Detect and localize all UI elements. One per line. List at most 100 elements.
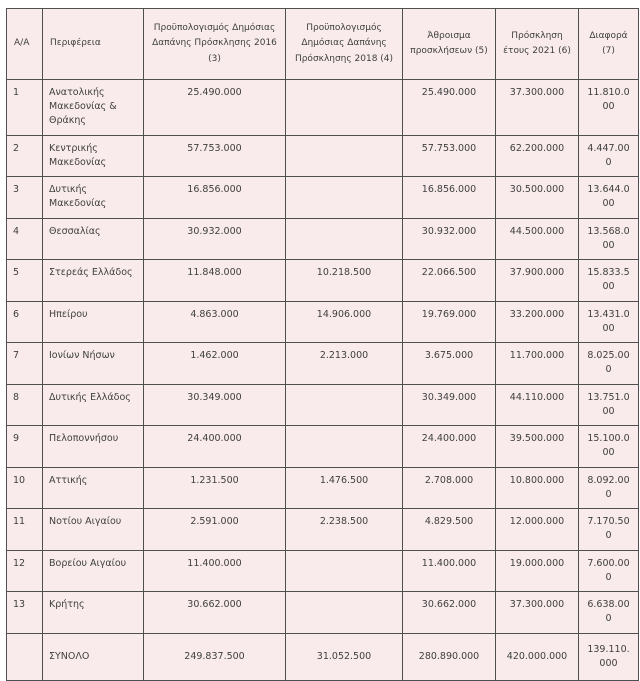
amount-cell: 24.400.000	[402, 425, 496, 468]
amount-cell: 15.833.500	[578, 259, 639, 302]
amount-cell: 10.218.500	[285, 259, 403, 302]
total-amount-cell: 280.890.000	[402, 632, 496, 681]
amount-cell	[285, 425, 403, 468]
amount-cell: 13.644.000	[578, 176, 639, 219]
amount-cell	[285, 591, 403, 634]
amount-cell	[285, 134, 403, 178]
table-row: 3 Δυτικής Μακεδονίας 16.856.000 16.856.000 3…	[6, 176, 639, 219]
amount-cell: 11.400.000	[143, 549, 286, 593]
amount-cell: 14.906.000	[285, 300, 403, 344]
table-row: 9 Πελοποννήσου 24.400.000 24.400.000 39.500.…	[6, 425, 639, 468]
amount-cell: 39.500.000	[495, 425, 579, 468]
row-index-cell: 4	[6, 217, 43, 261]
table-row: 5 Στερεάς Ελλάδος 11.848.000 10.218.500 22.0…	[6, 259, 639, 302]
table-row: 6 Ηπείρου 4.863.000 14.906.000 19.769.000 33.…	[6, 300, 639, 344]
amount-cell: 1.476.500	[285, 466, 403, 510]
amount-cell: 1.462.000	[143, 342, 286, 385]
row-index-cell: 8	[6, 383, 43, 427]
row-index-cell: 12	[6, 549, 43, 593]
region-cell: Αττικής	[42, 466, 144, 510]
amount-cell: 7.170.500	[578, 508, 639, 551]
amount-cell: 30.500.000	[495, 176, 579, 219]
region-cell: Ανατολικής Μακεδονίας & Θράκης	[42, 78, 144, 136]
amount-cell: 13.568.000	[578, 217, 639, 261]
amount-cell: 16.856.000	[143, 176, 286, 219]
region-cell: Στερεάς Ελλάδος	[42, 259, 144, 302]
amount-cell: 30.662.000	[402, 591, 496, 634]
region-cell: Πελοποννήσου	[42, 425, 144, 468]
table-body: 1 Ανατολικής Μακεδονίας & Θράκης 25.490.00…	[6, 78, 639, 634]
amount-cell: 2.591.000	[143, 508, 286, 551]
row-index-cell: 1	[6, 78, 43, 136]
row-index-cell: 5	[6, 259, 43, 302]
amount-cell: 44.500.000	[495, 217, 579, 261]
amount-cell: 37.900.000	[495, 259, 579, 302]
amount-cell: 19.000.000	[495, 549, 579, 593]
table-row: 13 Κρήτης 30.662.000 30.662.000 37.300.000 6.…	[6, 591, 639, 634]
amount-cell: 19.769.000	[402, 300, 496, 344]
amount-cell	[285, 78, 403, 136]
row-index-cell: 3	[6, 176, 43, 219]
amount-cell: 8.092.000	[578, 466, 639, 510]
column-header: Περιφέρεια	[42, 8, 144, 80]
table-row: 11 Νοτίου Αιγαίου 2.591.000 2.238.500 4.829.…	[6, 508, 639, 551]
amount-cell: 1.231.500	[143, 466, 286, 510]
amount-cell	[285, 176, 403, 219]
total-amount-cell: 420.000.000	[495, 632, 579, 681]
amount-cell: 44.110.000	[495, 383, 579, 427]
amount-cell: 37.300.000	[495, 591, 579, 634]
row-index-cell: 11	[6, 508, 43, 551]
amount-cell: 6.638.000	[578, 591, 639, 634]
table-row: 7 Ιονίων Νήσων 1.462.000 2.213.000 3.675.000…	[6, 342, 639, 385]
amount-cell: 62.200.000	[495, 134, 579, 178]
row-index-cell: 13	[6, 591, 43, 634]
amount-cell: 4.447.000	[578, 134, 639, 178]
amount-cell: 57.753.000	[143, 134, 286, 178]
amount-cell: 2.213.000	[285, 342, 403, 385]
column-header: Προϋπολογισμός Δημόσιας Δαπάνης Πρόσκλησ…	[143, 8, 286, 80]
column-header: Προϋπολογισμός Δημόσιας Δαπάνης Πρόσκλησ…	[285, 8, 403, 80]
row-index-cell: 9	[6, 425, 43, 468]
region-cell: Κρήτης	[42, 591, 144, 634]
amount-cell	[285, 549, 403, 593]
region-cell: Θεσσαλίας	[42, 217, 144, 261]
amount-cell: 10.800.000	[495, 466, 579, 510]
amount-cell: 37.300.000	[495, 78, 579, 136]
table-row: 10 Αττικής 1.231.500 1.476.500 2.708.000 10.8…	[6, 466, 639, 510]
total-amount-cell: 249.837.500	[143, 632, 286, 681]
amount-cell: 4.829.500	[402, 508, 496, 551]
amount-cell: 15.100.000	[578, 425, 639, 468]
region-cell: Βορείου Αιγαίου	[42, 549, 144, 593]
budget-table: Α/Α Περιφέρεια Προϋπολογισμός Δημόσιας Δαπ…	[6, 8, 639, 681]
region-cell: Δυτικής Ελλάδος	[42, 383, 144, 427]
region-cell: Ηπείρου	[42, 300, 144, 344]
amount-cell: 11.700.000	[495, 342, 579, 385]
amount-cell: 24.400.000	[143, 425, 286, 468]
amount-cell: 3.675.000	[402, 342, 496, 385]
page: { "colors": { "page_background": "#fffff…	[6, 8, 639, 681]
amount-cell: 16.856.000	[402, 176, 496, 219]
header-row: Α/Α Περιφέρεια Προϋπολογισμός Δημόσιας Δαπ…	[6, 8, 639, 80]
amount-cell: 13.751.000	[578, 383, 639, 427]
region-cell: Κεντρικής Μακεδονίας	[42, 134, 144, 178]
table-row: 2 Κεντρικής Μακεδονίας 57.753.000 57.753.00…	[6, 134, 639, 178]
table-row: 1 Ανατολικής Μακεδονίας & Θράκης 25.490.00…	[6, 78, 639, 136]
region-cell: Νοτίου Αιγαίου	[42, 508, 144, 551]
amount-cell: 30.349.000	[402, 383, 496, 427]
column-header: Πρόσκληση έτους 2021 (6)	[495, 8, 579, 80]
table-row: 4 Θεσσαλίας 30.932.000 30.932.000 44.500.000…	[6, 217, 639, 261]
amount-cell: 13.431.000	[578, 300, 639, 344]
total-row: ΣΥΝΟΛΟ 249.837.500 31.052.500 280.890.000 42…	[6, 632, 639, 681]
amount-cell: 30.662.000	[143, 591, 286, 634]
amount-cell: 30.349.000	[143, 383, 286, 427]
amount-cell: 12.000.000	[495, 508, 579, 551]
column-header: Α/Α	[6, 8, 43, 80]
total-amount-cell	[6, 632, 43, 681]
amount-cell	[285, 383, 403, 427]
column-header: Άθροισμα προσκλήσεων (5)	[402, 8, 496, 80]
amount-cell: 2.708.000	[402, 466, 496, 510]
row-index-cell: 10	[6, 466, 43, 510]
amount-cell: 25.490.000	[402, 78, 496, 136]
amount-cell: 25.490.000	[143, 78, 286, 136]
amount-cell: 2.238.500	[285, 508, 403, 551]
